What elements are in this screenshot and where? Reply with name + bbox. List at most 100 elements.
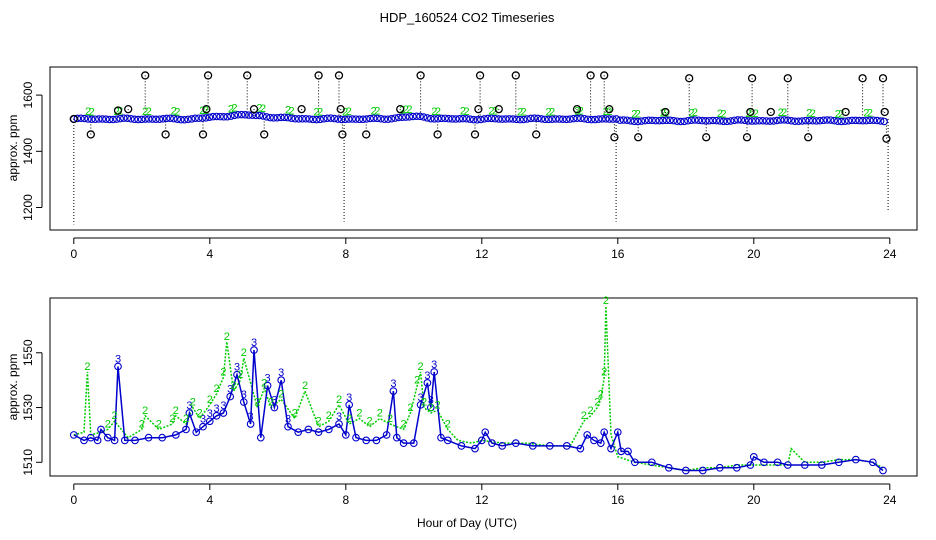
top-series3-point	[266, 113, 274, 122]
top-series3-point	[502, 115, 510, 123]
top-series3-point	[698, 116, 706, 125]
top-series1-point	[336, 105, 345, 114]
top-series3-point	[662, 116, 671, 125]
top-series3-point	[559, 115, 567, 124]
top-series3-point	[298, 115, 307, 123]
top-series3-point	[512, 115, 521, 124]
top-series2-label: 2	[781, 107, 787, 119]
bottom-series3-point	[783, 461, 792, 469]
top-series3-point	[116, 114, 124, 123]
top-series3-point	[462, 114, 471, 123]
top-series3-point	[466, 115, 474, 123]
bottom-series3-point	[341, 431, 350, 439]
top-series3-point	[798, 117, 806, 125]
top-series3-point	[416, 112, 424, 121]
top-series2-label: 2	[460, 106, 466, 118]
top-series3-point	[637, 117, 646, 125]
top-series1-point	[766, 107, 775, 117]
top-series3-point	[123, 114, 132, 123]
top-series3-point	[566, 115, 574, 123]
bottom-series3-label: 3	[390, 378, 396, 390]
bottom-series2-label: 2	[139, 418, 145, 430]
bottom-series3-label: 3	[251, 337, 257, 349]
top-series3-point	[626, 117, 635, 125]
bottom-series3-point	[409, 439, 418, 447]
top-series3-point	[159, 115, 167, 123]
top-series2-label: 2	[117, 106, 123, 118]
bottom-series2-label: 2	[224, 331, 230, 343]
top-series3-point	[791, 117, 799, 125]
top-series3-point	[873, 116, 881, 125]
bottom-series3-label: 3	[336, 411, 342, 423]
top-series3-point	[687, 116, 696, 124]
top-series3-point	[73, 114, 82, 123]
top-series3-point	[598, 115, 606, 123]
top-series3-point	[712, 116, 721, 125]
top-series3-point	[377, 115, 385, 123]
top-series3-point	[780, 116, 788, 124]
top-series2-label: 2	[146, 106, 152, 118]
top-series3-point	[141, 115, 149, 123]
top-series3-point	[834, 117, 842, 125]
top-series3-point	[523, 115, 531, 123]
top-series3-point	[673, 117, 681, 125]
top-series3-point	[848, 116, 856, 125]
bottom-series3-point	[120, 436, 129, 445]
top-series2-label: 2	[406, 104, 412, 116]
top-series3-point	[734, 116, 742, 124]
top-series2-label: 2	[488, 105, 494, 117]
top-series1-point	[338, 130, 347, 139]
top-series3-point	[234, 111, 242, 119]
bottom-series3-point	[131, 436, 139, 445]
top-series2-label: 2	[260, 103, 266, 115]
top-series3-point	[280, 113, 289, 122]
top-series3-point	[394, 113, 403, 122]
bottom-axes: 0 4 8 12 16 20 24 1510 1530 1550	[21, 339, 897, 507]
bottom-series3-point	[443, 436, 452, 445]
top-series3-point	[330, 114, 339, 123]
top-x-tick-label: 12	[475, 247, 489, 261]
bottom-series3-point	[239, 398, 248, 406]
bottom-series3-point	[746, 461, 755, 469]
top-series1-point	[260, 130, 269, 139]
bottom-series3-point	[345, 400, 354, 409]
bottom-series3-point	[430, 368, 439, 376]
bottom-series3-point	[270, 403, 279, 412]
top-series3-point	[287, 114, 296, 123]
bottom-series2-label: 2	[588, 405, 594, 417]
top-series2-label: 2	[838, 109, 844, 121]
top-series3-point	[402, 113, 410, 121]
top-series3-point	[819, 116, 828, 125]
top-series1-point	[475, 71, 485, 80]
top-series2-label: 2	[753, 108, 759, 120]
bottom-series2-label: 2	[581, 410, 587, 422]
top-series2-label: 2	[492, 106, 498, 118]
top-series1-point	[702, 133, 711, 142]
bottom-series3-point	[851, 455, 860, 464]
top-series3-point	[134, 115, 142, 124]
top-series3-point	[241, 111, 249, 119]
top-series3-point	[102, 115, 110, 123]
bottom-series3-label: 3	[428, 395, 434, 407]
bottom-series3-label: 3	[265, 373, 271, 385]
bottom-series3-point	[69, 431, 78, 439]
bottom-series3-point	[233, 370, 241, 379]
top-series3-point	[755, 116, 763, 125]
top-series2-label: 2	[631, 108, 637, 120]
top-series1-point	[572, 105, 582, 114]
top-series3-point	[816, 116, 824, 125]
bottom-series3-label: 3	[220, 400, 226, 412]
top-series3-point	[391, 114, 399, 122]
top-series3-point	[255, 111, 264, 120]
bottom-series2-label: 2	[326, 410, 332, 422]
top-series1-point	[742, 133, 752, 142]
top-series2-label: 2	[431, 106, 437, 118]
top-series3-point	[744, 117, 753, 125]
bottom-series3-point	[226, 392, 235, 401]
bottom-series2-label: 2	[435, 399, 441, 411]
top-series3-point	[323, 114, 332, 123]
bottom-series3-point	[477, 436, 486, 445]
top-series3-point	[120, 114, 128, 122]
top-series2-label: 2	[203, 105, 209, 117]
